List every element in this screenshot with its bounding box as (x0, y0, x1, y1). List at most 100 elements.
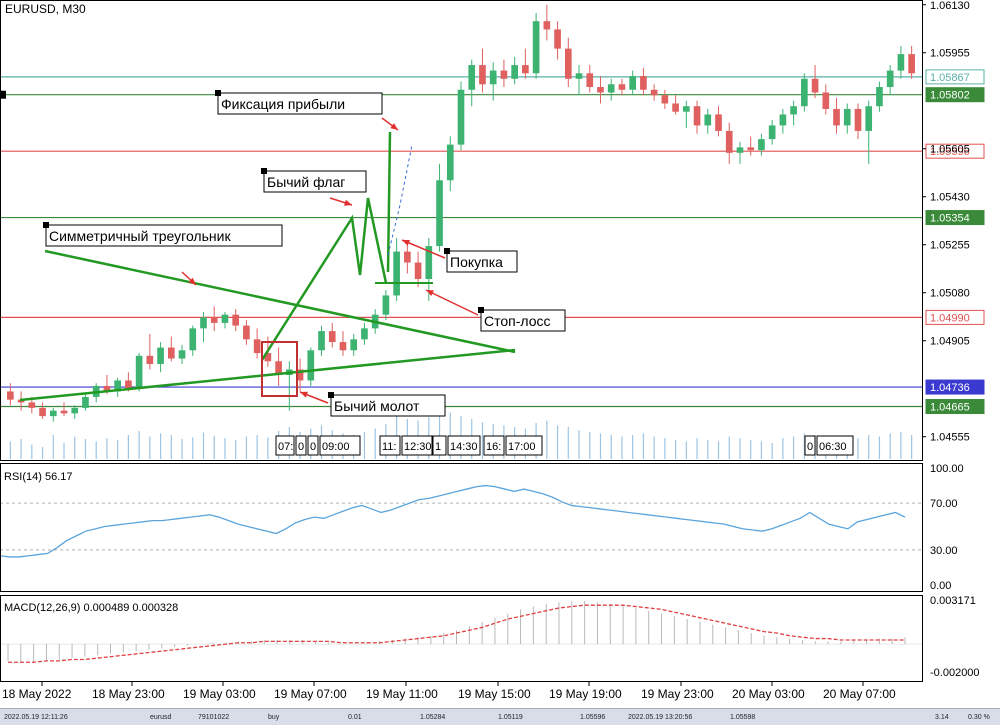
hammer-arrow-head (300, 391, 308, 398)
candlestick-series (7, 4, 915, 422)
annotation-hammer: Бычий молот (334, 398, 420, 414)
chart-canvas[interactable]: 1.05867 1.05802 1.05596 1.05354 1.04990 1.047… (0, 0, 1000, 708)
buy-arrow-head (402, 239, 410, 246)
rsi-tick-label: 30.00 (930, 545, 958, 557)
candle-body (200, 317, 207, 329)
candle-body (886, 70, 894, 88)
candle-body (854, 108, 862, 131)
candle-body (243, 325, 250, 340)
annotation-triangle-anchor (43, 222, 49, 228)
candle-body (328, 331, 336, 343)
annotation-stoploss-box (480, 309, 566, 332)
candle-body (221, 314, 229, 323)
candle-body (414, 262, 422, 279)
macd-label: MACD(12,26,9) 0.000489 0.000328 (4, 602, 178, 614)
time-tag-box (307, 435, 319, 456)
candle-body (7, 391, 14, 400)
time-axis-label: 19 May 07:00 (274, 687, 347, 701)
trade-path (387, 144, 413, 256)
candle-body (811, 78, 819, 93)
status-cell: 0.30 % (968, 713, 990, 721)
price-level-label: 1.05802 (930, 90, 970, 102)
annotation-buy: Покупка (450, 254, 503, 270)
profit-arrow-head (390, 123, 398, 130)
price-level-tag (925, 210, 985, 226)
stoploss-arrow-head (426, 290, 434, 297)
annotation-buy-box (446, 250, 518, 273)
candle-body (232, 314, 240, 326)
candle-body (125, 380, 132, 389)
volume-bars (9, 411, 913, 459)
status-cell: 2022.05.19 13:20:56 (628, 713, 693, 721)
status-cell: 2022.05.19 12:11:26 (4, 713, 68, 721)
status-cell: buy (268, 713, 280, 721)
price-level-label: 1.05867 (930, 72, 970, 84)
candle-body (500, 70, 508, 79)
candle-body (511, 65, 518, 79)
time-axis-label: 18 May 23:00 (92, 687, 165, 701)
flag-arrow-head (344, 199, 352, 206)
annotation-flag-box (263, 170, 367, 193)
candle-body (178, 350, 186, 359)
candle-body (715, 114, 722, 131)
time-tag: 17:00 (508, 441, 536, 453)
candle-body (103, 385, 111, 392)
pattern-drawings (19, 131, 516, 402)
candle-body (747, 147, 755, 151)
annotation-triangle-box (45, 224, 283, 247)
price-tick-label: 1.05080 (930, 288, 970, 300)
price-level-label: 1.05596 (930, 146, 970, 158)
candle-body (382, 295, 390, 315)
time-axis-label: 19 May 19:00 (549, 687, 622, 701)
candle-body (82, 396, 89, 408)
candle-body (253, 339, 261, 354)
candle-body (822, 92, 830, 109)
time-tag: 1 (435, 441, 441, 453)
status-cell: 3.14 (935, 713, 949, 721)
chart-title: EURUSD, M30 (5, 2, 86, 16)
candle-body (597, 87, 604, 93)
time-tag: 09:00 (322, 441, 350, 453)
time-tag-box (319, 435, 361, 456)
candle-body (532, 21, 540, 74)
status-cell: 79101022 (198, 713, 230, 721)
annotation-flag: Бычий флаг (267, 174, 345, 190)
time-tag: 0 (310, 441, 316, 453)
time-tag: 11: (382, 441, 396, 453)
time-tag-box (379, 435, 401, 456)
time-tag: 06:30 (819, 441, 847, 453)
macd-signal-line (8, 604, 905, 663)
candle-body (404, 251, 411, 263)
price-tick-label: 1.06130 (930, 0, 970, 12)
price-tick-label: 1.05955 (930, 48, 970, 60)
candle-body (296, 369, 304, 381)
candle-body (865, 106, 873, 131)
candle-body (307, 350, 315, 381)
candle-body (640, 76, 647, 90)
level-anchor-left (0, 90, 6, 99)
candle-body (425, 246, 433, 279)
stoploss-arrow (425, 289, 479, 316)
price-level-label: 1.04736 (930, 382, 970, 394)
candle-body (339, 342, 347, 351)
time-tag: 16: (486, 441, 501, 453)
time-tag: 0 (807, 441, 813, 453)
annotation-flag-anchor (261, 168, 267, 174)
candle-body (436, 180, 443, 247)
annotation-profit-anchor (215, 90, 221, 96)
axes: 1.06130 1.05955 1.05605 1.05430 1.05255 1.050… (0, 0, 970, 701)
price-level-tag (925, 87, 985, 103)
candle-body (167, 347, 175, 359)
candle-body (393, 251, 400, 296)
profit-target-line (386, 131, 392, 273)
candle-body (554, 29, 561, 49)
rsi-tick-label: 100.00 (930, 463, 964, 475)
candle-body (650, 89, 658, 96)
candle-body (446, 144, 454, 181)
price-level-tag (925, 69, 985, 85)
annotation-hammer-box (330, 394, 446, 417)
candle-body (736, 147, 744, 153)
hammer-highlight-box (261, 341, 298, 397)
candle-body (607, 84, 615, 93)
candle-body (843, 108, 851, 126)
